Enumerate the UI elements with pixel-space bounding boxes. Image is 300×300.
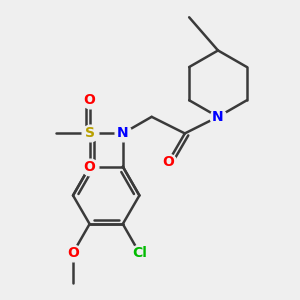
Text: O: O: [84, 93, 96, 107]
Text: O: O: [84, 160, 96, 174]
Text: O: O: [162, 155, 174, 169]
Text: S: S: [85, 126, 94, 140]
Text: O: O: [67, 246, 79, 260]
Text: N: N: [212, 110, 224, 124]
Text: N: N: [117, 126, 129, 140]
Text: Cl: Cl: [132, 246, 147, 260]
